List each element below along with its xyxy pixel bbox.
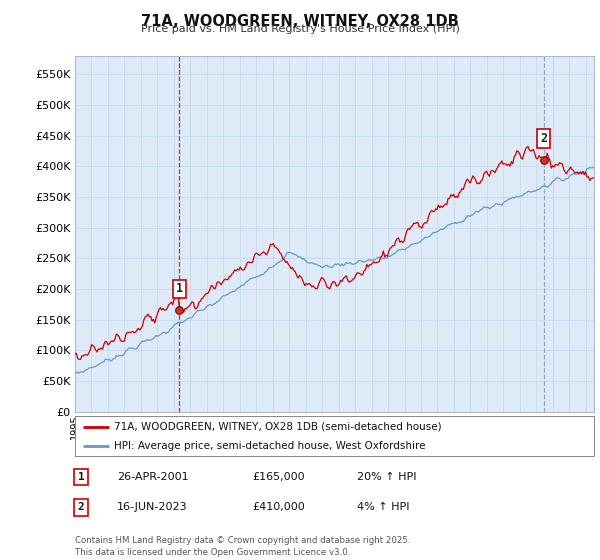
Text: 4% ↑ HPI: 4% ↑ HPI <box>357 502 409 512</box>
Text: HPI: Average price, semi-detached house, West Oxfordshire: HPI: Average price, semi-detached house,… <box>114 441 425 451</box>
Text: 2: 2 <box>541 132 547 145</box>
Text: 16-JUN-2023: 16-JUN-2023 <box>117 502 188 512</box>
Text: Contains HM Land Registry data © Crown copyright and database right 2025.
This d: Contains HM Land Registry data © Crown c… <box>75 536 410 557</box>
Text: £410,000: £410,000 <box>252 502 305 512</box>
Text: 26-APR-2001: 26-APR-2001 <box>117 472 188 482</box>
Text: 20% ↑ HPI: 20% ↑ HPI <box>357 472 416 482</box>
Text: £165,000: £165,000 <box>252 472 305 482</box>
Text: Price paid vs. HM Land Registry's House Price Index (HPI): Price paid vs. HM Land Registry's House … <box>140 24 460 34</box>
Text: 71A, WOODGREEN, WITNEY, OX28 1DB: 71A, WOODGREEN, WITNEY, OX28 1DB <box>141 14 459 29</box>
Text: 2: 2 <box>77 502 85 512</box>
Text: 1: 1 <box>77 472 85 482</box>
Text: 71A, WOODGREEN, WITNEY, OX28 1DB (semi-detached house): 71A, WOODGREEN, WITNEY, OX28 1DB (semi-d… <box>114 422 442 432</box>
Text: 1: 1 <box>176 282 182 296</box>
